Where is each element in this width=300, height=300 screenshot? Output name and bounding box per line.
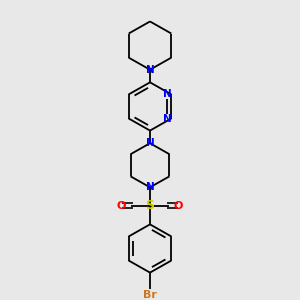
Text: N: N	[146, 65, 154, 75]
Text: N: N	[163, 89, 172, 99]
Text: Br: Br	[143, 290, 157, 300]
Text: N: N	[163, 113, 172, 124]
Text: S: S	[146, 200, 154, 212]
Text: O: O	[117, 201, 126, 211]
Text: O: O	[174, 201, 183, 211]
Text: N: N	[146, 182, 154, 192]
Text: N: N	[146, 138, 154, 148]
